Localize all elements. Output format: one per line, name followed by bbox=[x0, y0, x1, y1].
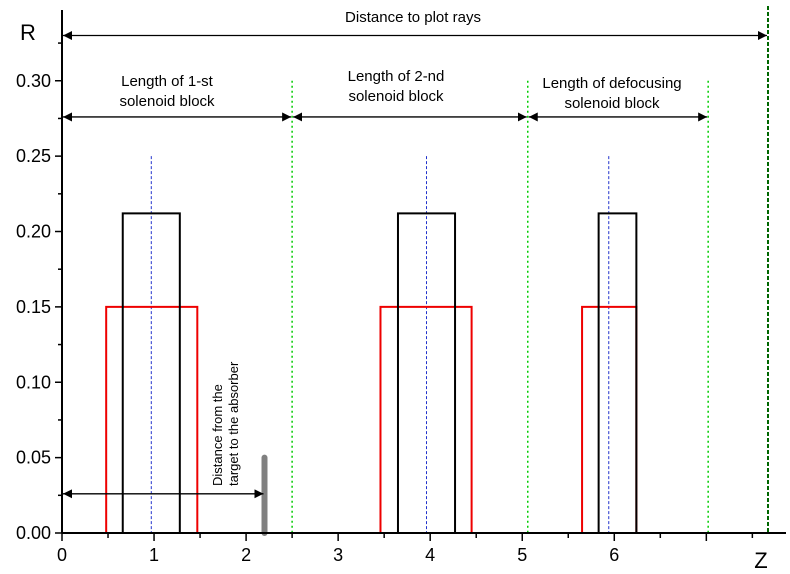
y-tick-label: 0.00 bbox=[16, 523, 51, 543]
x-tick-label: 1 bbox=[149, 545, 159, 565]
annotation-absorber-line1: Distance from the bbox=[210, 384, 225, 486]
y-tick-label: 0.20 bbox=[16, 222, 51, 242]
annotation-block2-line2: solenoid block bbox=[348, 88, 444, 105]
inner-solenoid-3 bbox=[597, 212, 638, 533]
x-tick-label: 0 bbox=[57, 545, 67, 565]
y-axis-label: R bbox=[20, 20, 36, 45]
annotation-absorber-line2: target to the absorber bbox=[226, 361, 241, 486]
annotation-block1-line1: Length of 1-st bbox=[121, 73, 214, 90]
annotation-distance-to-plot-rays: Distance to plot rays bbox=[345, 9, 481, 26]
x-tick-label: 4 bbox=[425, 545, 435, 565]
y-tick-label: 0.30 bbox=[16, 71, 51, 91]
y-tick-label: 0.15 bbox=[16, 297, 51, 317]
annotation-block1-line2: solenoid block bbox=[119, 93, 215, 110]
y-tick-label: 0.05 bbox=[16, 448, 51, 468]
x-tick-label: 2 bbox=[241, 545, 251, 565]
inner-solenoid-1 bbox=[121, 212, 181, 533]
outer-solenoid-1 bbox=[105, 305, 199, 533]
annotation-block3-line2: solenoid block bbox=[564, 95, 660, 112]
y-tick-label: 0.25 bbox=[16, 146, 51, 166]
x-tick-label: 3 bbox=[333, 545, 343, 565]
x-tick-label: 5 bbox=[517, 545, 527, 565]
x-axis-label: Z bbox=[754, 548, 767, 573]
annotation-block2-line1: Length of 2-nd bbox=[348, 68, 445, 85]
y-tick-label: 0.10 bbox=[16, 372, 51, 392]
x-tick-label: 6 bbox=[609, 545, 619, 565]
outer-solenoid-2 bbox=[379, 305, 473, 533]
inner-solenoid-2 bbox=[396, 212, 457, 533]
annotation-block3-line1: Length of defocusing bbox=[542, 75, 681, 92]
